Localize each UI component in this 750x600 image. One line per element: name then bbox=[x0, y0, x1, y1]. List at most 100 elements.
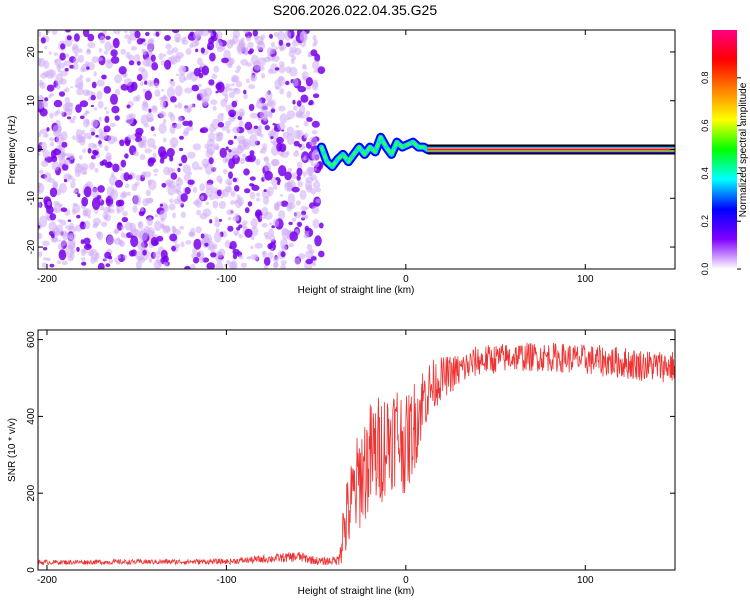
noise-blob bbox=[278, 105, 286, 112]
noise-blob bbox=[219, 179, 223, 185]
spectrogram-y-ticks: -20 -10 0 10 20 bbox=[26, 46, 675, 254]
noise-blob bbox=[64, 30, 71, 33]
noise-blob bbox=[139, 228, 148, 241]
noise-blob bbox=[222, 188, 229, 198]
noise-blob bbox=[61, 260, 68, 266]
noise-blob bbox=[311, 149, 321, 161]
noise-blob bbox=[270, 63, 279, 74]
noise-blob bbox=[183, 173, 191, 182]
noise-blob bbox=[267, 252, 274, 260]
noise-blob bbox=[135, 174, 141, 181]
noise-blob bbox=[121, 225, 125, 230]
noise-blob bbox=[79, 100, 89, 108]
noise-blob bbox=[107, 135, 116, 145]
noise-blob bbox=[64, 96, 70, 104]
noise-blob bbox=[44, 45, 48, 50]
noise-blob bbox=[130, 46, 137, 51]
noise-blob bbox=[142, 100, 148, 105]
noise-blob bbox=[227, 225, 234, 232]
noise-blob bbox=[142, 50, 147, 56]
noise-blob bbox=[115, 199, 122, 207]
noise-blob bbox=[38, 232, 43, 240]
noise-blob bbox=[261, 73, 266, 79]
noise-blob bbox=[167, 184, 171, 188]
noise-blob bbox=[124, 153, 129, 159]
noise-blob bbox=[159, 111, 166, 119]
noise-blob bbox=[99, 205, 105, 211]
noise-blob bbox=[311, 205, 320, 215]
noise-blob bbox=[54, 59, 58, 64]
noise-blob bbox=[291, 217, 297, 222]
noise-blob bbox=[142, 58, 151, 67]
noise-blob bbox=[85, 119, 90, 125]
noise-blob bbox=[161, 88, 165, 92]
noise-blob bbox=[305, 77, 313, 87]
colorbar-tick-label: 0.8 bbox=[700, 72, 710, 85]
noise-blob bbox=[299, 31, 308, 43]
noise-blob bbox=[45, 133, 49, 138]
noise-blob bbox=[42, 101, 49, 108]
noise-blob bbox=[110, 49, 118, 57]
noise-blob bbox=[120, 231, 125, 238]
noise-blob bbox=[289, 231, 299, 242]
noise-blob bbox=[102, 212, 109, 220]
noise-blob bbox=[237, 196, 244, 207]
noise-blob bbox=[145, 31, 150, 37]
noise-blob bbox=[85, 110, 90, 115]
noise-blob bbox=[225, 158, 230, 163]
noise-blob bbox=[145, 197, 153, 204]
noise-blob bbox=[54, 230, 61, 237]
noise-blob bbox=[192, 248, 198, 254]
noise-blob bbox=[91, 81, 97, 89]
noise-blob bbox=[215, 91, 219, 94]
noise-blob bbox=[136, 73, 143, 82]
noise-blob bbox=[279, 46, 284, 52]
noise-blob bbox=[292, 99, 296, 105]
noise-blob bbox=[295, 200, 301, 206]
noise-blob bbox=[165, 43, 172, 50]
noise-blob bbox=[182, 164, 191, 174]
noise-blob bbox=[147, 137, 156, 148]
noise-blob bbox=[110, 56, 120, 64]
noise-blob bbox=[244, 188, 251, 194]
noise-blob bbox=[120, 48, 127, 55]
noise-blob bbox=[126, 104, 131, 109]
noise-blob bbox=[163, 137, 167, 143]
noise-blob bbox=[194, 30, 203, 37]
noise-blob bbox=[63, 178, 68, 183]
noise-blob bbox=[217, 113, 224, 123]
noise-blob bbox=[246, 78, 250, 84]
noise-blob bbox=[143, 42, 147, 47]
noise-blob bbox=[90, 94, 96, 101]
noise-blob bbox=[122, 211, 128, 217]
noise-blob bbox=[38, 132, 42, 138]
noise-blob bbox=[253, 60, 262, 71]
noise-blob bbox=[305, 250, 314, 259]
noise-blob bbox=[39, 108, 48, 117]
noise-blob bbox=[197, 166, 203, 171]
noise-blob bbox=[270, 41, 276, 48]
noise-blob bbox=[263, 257, 271, 266]
noise-blob bbox=[174, 123, 182, 129]
noise-blob bbox=[296, 167, 303, 177]
noise-blob bbox=[221, 126, 227, 131]
noise-blob bbox=[204, 242, 209, 247]
noise-blob bbox=[241, 223, 247, 229]
noise-blob bbox=[147, 80, 153, 87]
noise-blob bbox=[313, 167, 317, 171]
noise-blob bbox=[172, 30, 180, 34]
noise-blob bbox=[76, 87, 84, 96]
noise-blob bbox=[221, 57, 229, 64]
noise-blob bbox=[52, 124, 62, 135]
noise-blob bbox=[273, 256, 279, 263]
noise-blob bbox=[305, 110, 310, 117]
noise-blob bbox=[255, 211, 263, 217]
noise-blob bbox=[60, 219, 67, 226]
noise-blob bbox=[236, 194, 241, 199]
noise-blob bbox=[315, 179, 319, 182]
noise-blob bbox=[277, 180, 281, 186]
noise-blob bbox=[72, 63, 79, 70]
noise-blob bbox=[99, 35, 106, 44]
noise-blob bbox=[243, 89, 247, 95]
noise-blob bbox=[47, 201, 51, 206]
